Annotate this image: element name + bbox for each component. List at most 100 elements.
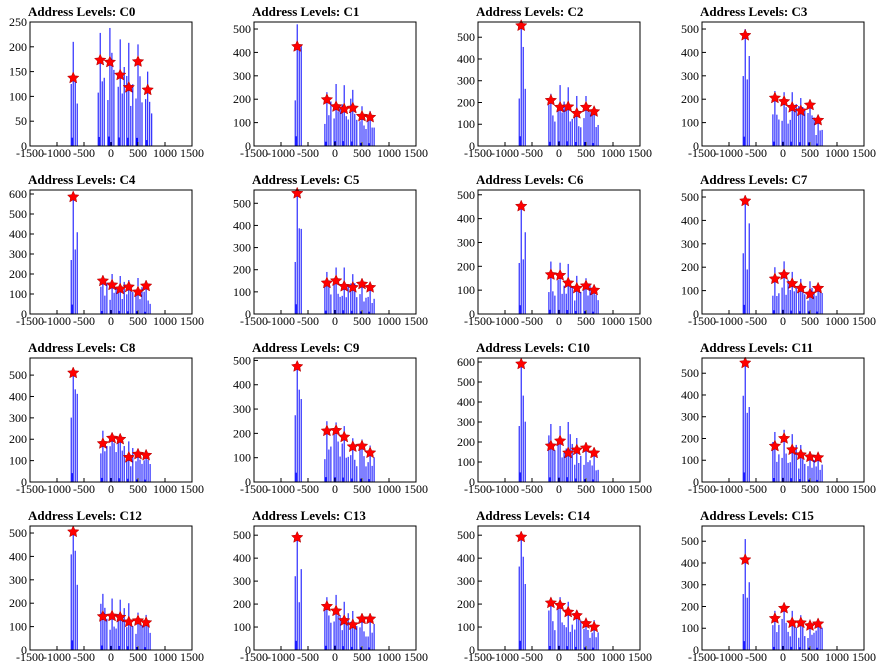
y-tick-label: 400 xyxy=(457,52,475,66)
x-tick-label: 1000 xyxy=(153,314,177,328)
peak-marker xyxy=(290,530,304,543)
peak-marker xyxy=(553,598,567,611)
peak-marker xyxy=(579,100,593,113)
x-tick-label: 1000 xyxy=(601,650,625,664)
peak-marker xyxy=(131,55,145,67)
peak-marker xyxy=(579,279,593,292)
x-tick-label: -1000 xyxy=(491,482,519,496)
peak-marker xyxy=(113,282,127,295)
y-tick-label: 500 xyxy=(233,22,251,36)
y-tick-label: 500 xyxy=(681,190,699,204)
peak-marker xyxy=(777,94,791,107)
histogram-panel-3: Address Levels: C30100200300400500-1500-… xyxy=(681,4,876,160)
x-tick-label: 1000 xyxy=(377,482,401,496)
plot-frame xyxy=(701,189,865,315)
x-tick-label: 1000 xyxy=(153,482,177,496)
peak-marker xyxy=(811,113,825,126)
peak-marker xyxy=(337,279,351,292)
peak-marker xyxy=(105,609,119,622)
peak-marker xyxy=(103,55,117,68)
x-tick-label: 1500 xyxy=(180,650,204,664)
peak-marker xyxy=(346,280,360,293)
y-tick-label: 200 xyxy=(681,92,699,106)
x-tick-label: -500 xyxy=(521,146,543,160)
y-tick-label: 500 xyxy=(9,526,27,540)
x-tick-label: 500 xyxy=(801,482,819,496)
x-tick-label: -1500 xyxy=(240,314,268,328)
x-tick-label: 500 xyxy=(353,314,371,328)
y-tick-label: 200 xyxy=(233,92,251,106)
peak-marker xyxy=(337,430,351,443)
x-tick-label: 0 xyxy=(108,146,114,160)
x-tick-label: 1500 xyxy=(404,314,428,328)
x-tick-label: 500 xyxy=(129,314,147,328)
histogram-panel-14: Address Levels: C14 0 100 200 300 400 500 -1500… xyxy=(457,508,652,664)
y-tick-label: 100 xyxy=(233,116,251,130)
x-tick-label: 500 xyxy=(577,314,595,328)
x-tick-label: -1500 xyxy=(688,650,716,664)
plot-frame xyxy=(29,189,193,315)
y-tick-label: 0 xyxy=(245,475,251,489)
x-tick-label: -1000 xyxy=(491,650,519,664)
x-tick-label: -1000 xyxy=(715,482,743,496)
peak-marker xyxy=(66,71,80,84)
peak-marker xyxy=(768,439,782,452)
x-tick-label: 0 xyxy=(108,650,114,664)
x-tick-label: 1000 xyxy=(825,314,849,328)
y-tick-label: 200 xyxy=(457,435,475,449)
y-tick-label: 100 xyxy=(233,451,251,465)
x-tick-label: 1000 xyxy=(825,146,849,160)
x-tick-label: -500 xyxy=(521,314,543,328)
y-tick-label: 400 xyxy=(233,551,251,565)
x-tick-label: -1000 xyxy=(43,650,71,664)
x-tick-label: -1500 xyxy=(240,482,268,496)
peak-marker xyxy=(96,274,110,287)
x-tick-label: 1000 xyxy=(377,314,401,328)
y-tick-label: 150 xyxy=(9,65,27,79)
y-tick-label: 300 xyxy=(457,74,475,88)
peak-marker xyxy=(777,268,791,281)
x-tick-label: 1500 xyxy=(180,314,204,328)
panel-title: Address Levels: C1 xyxy=(252,4,359,19)
x-tick-label: 0 xyxy=(108,482,114,496)
plot-frame xyxy=(701,21,865,147)
peak-marker xyxy=(777,601,791,614)
plot-frame xyxy=(701,525,865,651)
peak-marker xyxy=(514,357,528,370)
peak-marker xyxy=(329,604,343,617)
x-tick-label: -1000 xyxy=(715,146,743,160)
y-tick-label: 500 xyxy=(457,375,475,389)
y-tick-label: 400 xyxy=(681,388,699,402)
x-tick-label: 1500 xyxy=(404,650,428,664)
peak-marker xyxy=(561,605,575,618)
peak-marker xyxy=(139,279,153,292)
x-tick-label: 0 xyxy=(780,146,786,160)
histogram-panel-8: Address Levels: C80100200300400500-1500-… xyxy=(9,340,204,496)
x-tick-label: 1500 xyxy=(628,482,652,496)
y-tick-label: 0 xyxy=(469,475,475,489)
histogram-panel-15: Address Levels: C15 0 100 200 300 400 500 -1500… xyxy=(681,508,876,664)
x-tick-label: 0 xyxy=(556,482,562,496)
panel-title: Address Levels: C7 xyxy=(700,172,808,187)
y-tick-label: 200 xyxy=(233,597,251,611)
y-tick-label: 300 xyxy=(681,237,699,251)
y-tick-label: 300 xyxy=(233,402,251,416)
y-tick-label: 300 xyxy=(681,410,699,424)
peak-marker xyxy=(320,599,334,612)
y-tick-label: 300 xyxy=(233,241,251,255)
x-tick-label: -1500 xyxy=(688,314,716,328)
histogram-panel-9: Address Levels: C90100200300400500-1500-… xyxy=(233,340,428,496)
x-tick-label: 500 xyxy=(801,314,819,328)
x-tick-label: -1000 xyxy=(267,146,295,160)
y-tick-label: 500 xyxy=(681,534,699,548)
peak-marker xyxy=(514,199,528,212)
plot-frame xyxy=(253,21,417,147)
peak-marker xyxy=(131,447,145,460)
peak-marker xyxy=(570,281,584,294)
plot-frame xyxy=(477,21,641,147)
peak-marker xyxy=(768,611,782,624)
x-tick-label: 1500 xyxy=(852,482,876,496)
peak-marker xyxy=(587,446,601,459)
peak-marker xyxy=(794,448,808,461)
